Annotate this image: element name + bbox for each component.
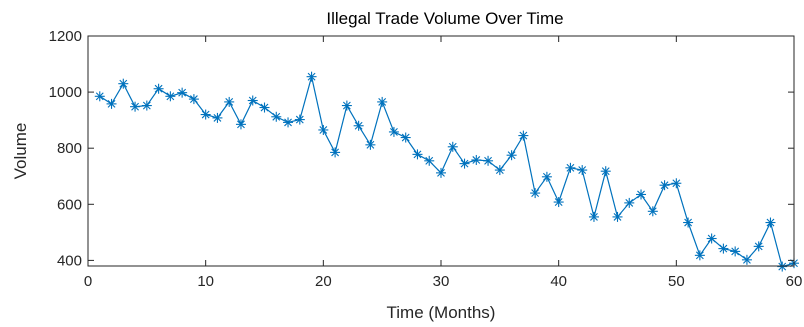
data-point-marker xyxy=(177,87,188,98)
data-point-marker xyxy=(341,100,352,111)
data-point-marker xyxy=(377,96,388,107)
data-point-marker xyxy=(224,96,235,107)
ticks-layer: 0 10 20 30 40 50 60 400 600 800 1000 1200 xyxy=(49,28,803,290)
data-point-marker xyxy=(318,124,329,135)
data-point-marker xyxy=(647,206,658,217)
series-line xyxy=(99,76,795,268)
data-point-marker xyxy=(153,83,164,94)
data-point-marker xyxy=(306,71,317,82)
data-point-marker xyxy=(706,233,717,244)
y-tick-label: 600 xyxy=(57,196,82,213)
data-point-marker xyxy=(600,166,611,177)
data-point-marker xyxy=(624,197,635,208)
data-point-marker xyxy=(106,98,117,109)
plot-area xyxy=(88,36,794,266)
data-point-marker xyxy=(424,155,435,166)
data-point-marker xyxy=(659,180,670,191)
x-tick-label: 20 xyxy=(315,273,332,290)
data-point-marker xyxy=(506,150,517,161)
data-point-marker xyxy=(188,94,199,105)
data-point-marker xyxy=(130,101,141,112)
data-point-marker xyxy=(294,114,305,125)
x-tick-label: 40 xyxy=(550,273,567,290)
data-point-marker xyxy=(553,197,564,208)
data-point-marker xyxy=(588,211,599,222)
data-point-marker xyxy=(118,78,129,89)
data-point-marker xyxy=(753,241,764,252)
data-point-marker xyxy=(271,111,282,122)
data-point-marker xyxy=(777,261,788,272)
data-point-marker xyxy=(530,188,541,199)
data-point-marker xyxy=(483,155,494,166)
data-point-marker xyxy=(388,126,399,137)
data-point-marker xyxy=(518,130,529,141)
x-tick-label: 10 xyxy=(197,273,214,290)
x-tick-label: 0 xyxy=(84,273,92,290)
y-tick-label: 1000 xyxy=(49,84,82,101)
data-point-marker xyxy=(212,112,223,123)
data-point-marker xyxy=(283,117,294,128)
data-point-marker xyxy=(259,102,270,113)
data-point-marker xyxy=(165,91,176,102)
x-axis-label: Time (Months) xyxy=(387,303,496,322)
data-point-marker xyxy=(235,119,246,130)
data-point-marker xyxy=(94,91,105,102)
data-point-marker xyxy=(636,189,647,200)
data-point-marker xyxy=(141,100,152,111)
data-point-marker xyxy=(683,217,694,228)
data-point-marker xyxy=(447,141,458,152)
data-point-marker xyxy=(494,165,505,176)
y-axis-label: Volume xyxy=(11,123,30,180)
data-point-marker xyxy=(694,250,705,261)
data-point-marker xyxy=(730,246,741,257)
data-point-marker xyxy=(412,149,423,160)
series-layer xyxy=(99,76,795,268)
data-point-marker xyxy=(671,178,682,189)
data-point-marker xyxy=(200,109,211,120)
data-point-marker xyxy=(541,171,552,182)
x-tick-label: 30 xyxy=(433,273,450,290)
data-point-marker xyxy=(400,132,411,143)
data-point-marker xyxy=(247,95,258,106)
x-tick-label: 50 xyxy=(668,273,685,290)
plot-frame xyxy=(87,35,795,267)
x-tick-label: 60 xyxy=(786,273,803,290)
data-point-marker xyxy=(741,254,752,265)
data-point-marker xyxy=(718,243,729,254)
y-tick-label: 400 xyxy=(57,252,82,269)
data-point-marker xyxy=(353,120,364,131)
markers-layer xyxy=(94,71,799,272)
data-point-marker xyxy=(330,147,341,158)
y-tick-label: 800 xyxy=(57,140,82,157)
chart-title: Illegal Trade Volume Over Time xyxy=(326,9,563,28)
data-point-marker xyxy=(565,162,576,173)
data-point-marker xyxy=(612,211,623,222)
data-point-marker xyxy=(577,165,588,176)
y-tick-label: 1200 xyxy=(49,28,82,45)
data-point-marker xyxy=(436,167,446,178)
data-point-marker xyxy=(765,217,776,228)
data-point-marker xyxy=(471,154,482,165)
data-point-marker xyxy=(365,139,376,150)
data-point-marker xyxy=(459,158,470,169)
